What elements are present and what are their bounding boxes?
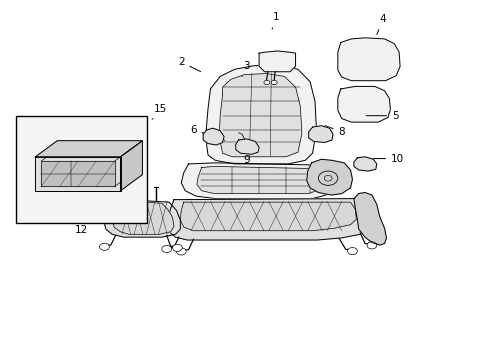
- Circle shape: [264, 80, 269, 85]
- Polygon shape: [120, 141, 142, 191]
- Polygon shape: [197, 166, 322, 194]
- Polygon shape: [308, 126, 332, 143]
- Circle shape: [347, 248, 357, 255]
- Bar: [16, 116, 147, 223]
- Text: 2: 2: [178, 57, 200, 72]
- Polygon shape: [259, 51, 295, 72]
- Polygon shape: [337, 86, 389, 122]
- Text: 8: 8: [324, 126, 345, 137]
- Polygon shape: [205, 65, 316, 164]
- Text: 9: 9: [243, 148, 250, 165]
- Circle shape: [100, 243, 109, 250]
- Circle shape: [176, 248, 186, 255]
- Circle shape: [366, 242, 376, 249]
- Polygon shape: [353, 193, 386, 245]
- Text: 3: 3: [242, 61, 250, 76]
- Text: 5: 5: [366, 111, 398, 121]
- Polygon shape: [181, 163, 331, 199]
- Polygon shape: [337, 38, 399, 81]
- Text: 7: 7: [200, 132, 224, 142]
- Text: 6: 6: [190, 125, 212, 136]
- Polygon shape: [306, 159, 352, 195]
- Text: 15: 15: [152, 104, 167, 119]
- Polygon shape: [235, 139, 259, 154]
- Text: 4: 4: [376, 14, 386, 35]
- Polygon shape: [112, 202, 174, 234]
- Polygon shape: [35, 141, 142, 157]
- Text: 10: 10: [363, 154, 404, 163]
- Polygon shape: [180, 202, 356, 231]
- Polygon shape: [353, 157, 376, 171]
- Polygon shape: [112, 187, 131, 202]
- Circle shape: [172, 244, 182, 251]
- Text: 14: 14: [26, 164, 42, 174]
- Circle shape: [324, 175, 331, 181]
- Circle shape: [271, 80, 277, 85]
- Text: 1: 1: [272, 13, 279, 29]
- Polygon shape: [41, 161, 115, 186]
- Text: 13: 13: [79, 136, 102, 147]
- Polygon shape: [35, 157, 120, 191]
- Polygon shape: [203, 128, 224, 145]
- Polygon shape: [219, 73, 301, 157]
- Polygon shape: [103, 200, 180, 237]
- Text: 11: 11: [115, 197, 128, 213]
- Polygon shape: [167, 199, 369, 240]
- Circle shape: [162, 246, 171, 252]
- Text: 12: 12: [75, 221, 88, 235]
